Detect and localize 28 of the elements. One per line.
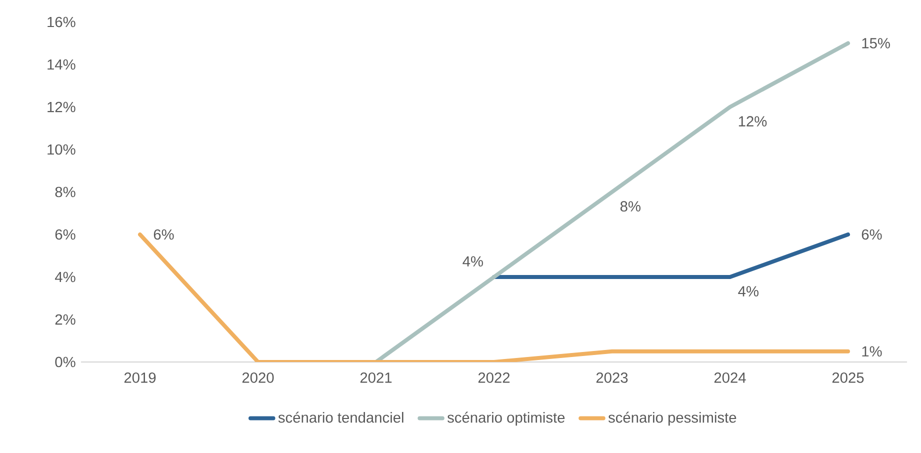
- x-tick-label: 2019: [124, 372, 156, 383]
- x-tick-label: 2022: [478, 372, 510, 383]
- y-tick-label: 12%: [48, 102, 76, 112]
- data-label: 8%: [620, 201, 640, 212]
- data-label: 6%: [862, 229, 882, 240]
- data-label: 4%: [738, 286, 758, 296]
- y-tick-label: 8%: [55, 186, 76, 198]
- line-series: [374, 41, 850, 362]
- x-tick-label: 2024: [714, 372, 746, 383]
- y-tick-label: 16%: [48, 16, 76, 28]
- data-label: 1%: [862, 346, 882, 356]
- x-tick-label: 2023: [596, 372, 628, 383]
- legend-label: scénario pessimiste: [608, 412, 736, 426]
- data-label: 15%: [862, 38, 890, 48]
- y-tick-label: 6%: [55, 229, 76, 240]
- y-tick-label: 10%: [48, 144, 76, 155]
- y-tick-label: 14%: [48, 59, 76, 70]
- x-tick-label: 2025: [832, 372, 864, 383]
- y-tick-label: 2%: [55, 314, 76, 325]
- x-tick-label: 2020: [242, 372, 274, 383]
- data-label: 12%: [738, 116, 767, 126]
- y-tick-label: 4%: [54, 272, 76, 282]
- x-tick-label: 2021: [360, 372, 392, 383]
- data-label: 4%: [462, 256, 483, 266]
- legend-label: scénario tendanciel: [278, 412, 404, 423]
- y-tick-label: 0%: [55, 356, 76, 368]
- data-label: 6%: [154, 229, 174, 240]
- legend-label: scénario optimiste: [447, 412, 565, 426]
